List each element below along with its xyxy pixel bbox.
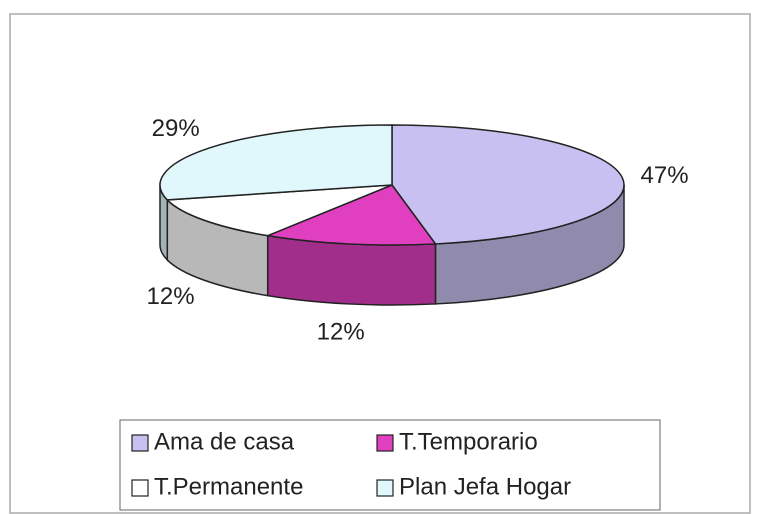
legend-swatch [376,479,394,497]
pie-slice [391,124,625,245]
legend-label: Ama de casa [154,428,295,455]
legend-label: T.Permanente [154,473,303,500]
data-label: 47% [641,162,689,189]
data-label: 12% [317,319,365,346]
data-label: 29% [152,115,200,142]
legend-label: Plan Jefa Hogar [399,473,571,500]
pie-slice [165,184,393,237]
legend-swatch [131,434,149,452]
legend-swatch [376,434,394,452]
pie-slice [159,124,393,201]
data-label: 12% [147,283,195,310]
legend-label: T.Temporario [399,428,538,455]
pie-slice [264,184,437,246]
legend-swatch [131,479,149,497]
pie-side [266,234,437,306]
